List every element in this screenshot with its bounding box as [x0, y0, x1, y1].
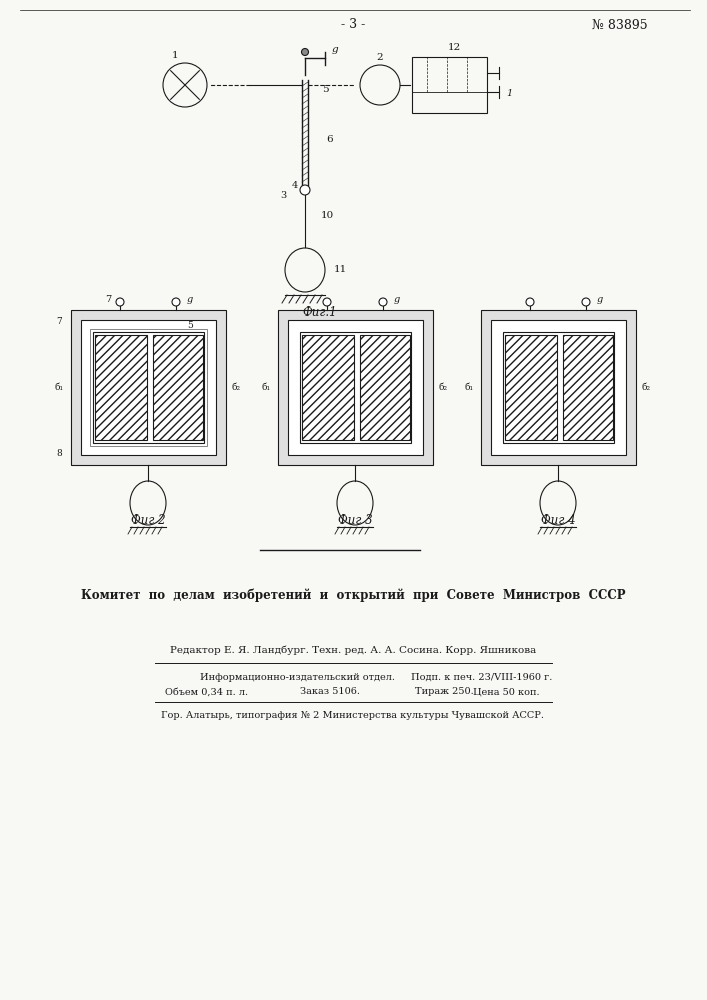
Text: 2: 2 — [377, 52, 383, 62]
Bar — [288, 320, 423, 455]
Circle shape — [379, 298, 387, 306]
Circle shape — [116, 298, 124, 306]
Text: g: g — [394, 296, 400, 304]
Text: Объем 0,34 п. л.: Объем 0,34 п. л. — [165, 688, 248, 696]
Text: 3: 3 — [280, 190, 286, 200]
Bar — [491, 320, 626, 455]
Text: Фиг.1: Фиг.1 — [303, 306, 337, 320]
Text: б₁: б₁ — [54, 383, 64, 392]
Circle shape — [526, 298, 534, 306]
Text: g: g — [597, 296, 603, 304]
Text: Фиг 3: Фиг 3 — [338, 514, 373, 526]
Text: б: б — [100, 390, 106, 399]
Text: Информационно-издательский отдел.: Информационно-издательский отдел. — [200, 672, 395, 682]
Bar — [300, 332, 411, 443]
Circle shape — [323, 298, 331, 306]
Text: б₁: б₁ — [262, 383, 271, 392]
Text: Тираж 250.: Тираж 250. — [415, 688, 474, 696]
Text: 7: 7 — [56, 318, 62, 326]
Text: 12: 12 — [448, 42, 461, 51]
Text: б: б — [382, 383, 388, 393]
Bar — [153, 335, 203, 440]
Bar — [71, 310, 226, 465]
Text: 11: 11 — [334, 265, 346, 274]
Text: a: a — [325, 383, 332, 393]
Circle shape — [172, 298, 180, 306]
Text: 4: 4 — [177, 336, 183, 344]
Circle shape — [300, 185, 310, 195]
Text: 4: 4 — [292, 180, 298, 190]
Text: a: a — [117, 383, 124, 393]
Text: 1: 1 — [172, 50, 178, 60]
Bar — [302, 335, 354, 440]
Text: Гор. Алатырь, типография № 2 Министерства культуры Чувашской АССР.: Гор. Алатырь, типография № 2 Министерств… — [161, 710, 544, 720]
Bar — [90, 329, 207, 446]
Text: - 3 -: - 3 - — [341, 18, 365, 31]
Text: 7: 7 — [105, 296, 111, 304]
Bar — [412, 57, 487, 113]
Text: 5: 5 — [187, 320, 193, 330]
Text: Редактор Е. Я. Ландбург. Техн. ред. А. А. Сосина. Корр. Яшникова: Редактор Е. Я. Ландбург. Техн. ред. А. А… — [170, 645, 536, 655]
Text: 8: 8 — [56, 448, 62, 458]
Text: 5: 5 — [322, 86, 328, 95]
Text: Цена 50 коп.: Цена 50 коп. — [474, 688, 540, 696]
Bar — [278, 310, 433, 465]
Text: б: б — [175, 383, 182, 393]
Bar — [505, 335, 557, 440]
Bar — [360, 335, 410, 440]
Bar — [93, 332, 204, 443]
Text: 6: 6 — [327, 135, 333, 144]
Text: 10: 10 — [320, 211, 334, 220]
Text: g: g — [332, 45, 339, 54]
Circle shape — [301, 48, 308, 55]
Text: Комитет  по  делам  изобретений  и  открытий  при  Совете  Министров  СССР: Комитет по делам изобретений и открытий … — [81, 588, 625, 602]
Text: g: g — [187, 296, 193, 304]
Text: Фиг 2: Фиг 2 — [131, 514, 165, 526]
Bar — [563, 335, 613, 440]
Bar — [503, 332, 614, 443]
Bar — [481, 310, 636, 465]
Text: a: a — [527, 383, 534, 393]
Text: 1: 1 — [506, 89, 512, 98]
Text: б₂: б₂ — [231, 383, 240, 392]
Text: б₂: б₂ — [641, 383, 650, 392]
Text: № 83895: № 83895 — [592, 18, 648, 31]
Text: б₂: б₂ — [438, 383, 448, 392]
Text: б: б — [585, 383, 591, 393]
Bar — [81, 320, 216, 455]
Text: Фиг 4: Фиг 4 — [541, 514, 575, 526]
Text: 3: 3 — [165, 356, 171, 364]
Text: б₁: б₁ — [464, 383, 474, 392]
Text: Заказ 5106.: Заказ 5106. — [300, 688, 360, 696]
Text: Подп. к печ. 23/VIII-1960 г.: Подп. к печ. 23/VIII-1960 г. — [411, 672, 552, 682]
Circle shape — [582, 298, 590, 306]
Text: б: б — [190, 385, 196, 394]
Bar — [95, 335, 147, 440]
